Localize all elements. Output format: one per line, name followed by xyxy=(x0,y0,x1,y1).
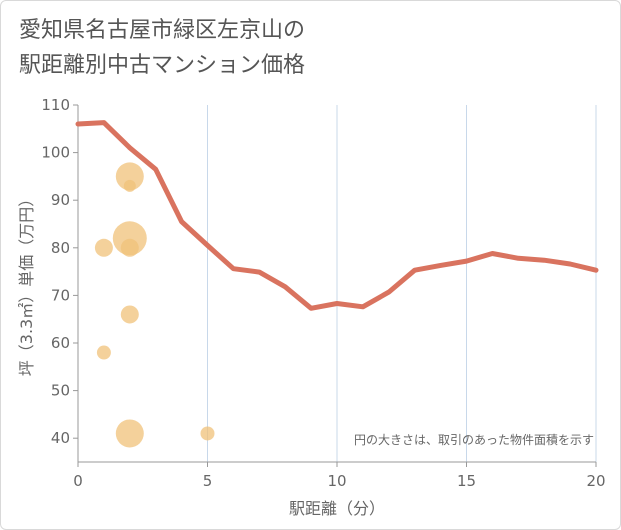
x-axis-title: 駅距離（分） xyxy=(289,499,385,518)
chart-title-line-2: 駅距離別中古マンション価格 xyxy=(19,53,306,78)
y-tick-label: 90 xyxy=(51,191,70,209)
chart-title: 愛知県名古屋市緑区左京山の 駅距離別中古マンション価格 xyxy=(19,13,609,83)
x-tick-label: 0 xyxy=(73,472,83,490)
y-axis-title: 坪（3.3㎡）単価（万円） xyxy=(17,191,36,376)
bubble-size-note: 円の大きさは、取引のあった物件面積を示す xyxy=(354,432,594,447)
chart-title-line-1: 愛知県名古屋市緑区左京山の xyxy=(19,18,306,43)
y-tick-label: 70 xyxy=(51,286,70,304)
average-price-line xyxy=(75,120,599,311)
bubble-point xyxy=(115,419,144,448)
bubble-point xyxy=(120,305,139,324)
x-tick-label: 20 xyxy=(586,472,605,490)
bubble-point xyxy=(115,162,144,191)
y-tick-label: 50 xyxy=(51,382,70,400)
bubble-point xyxy=(120,238,139,257)
x-tick-label: 5 xyxy=(203,472,213,490)
bubble-point xyxy=(123,179,136,192)
bubble-point xyxy=(94,238,113,257)
y-tick-label: 40 xyxy=(51,429,70,447)
x-tick-label: 15 xyxy=(457,472,476,490)
y-tick-label: 80 xyxy=(51,239,70,257)
y-tick-label: 110 xyxy=(41,96,70,114)
x-tick-label: 10 xyxy=(327,472,346,490)
y-tick-label: 60 xyxy=(51,334,70,352)
bubble-point xyxy=(96,345,111,360)
bubble-point xyxy=(200,426,215,441)
y-tick-label: 100 xyxy=(41,144,70,162)
